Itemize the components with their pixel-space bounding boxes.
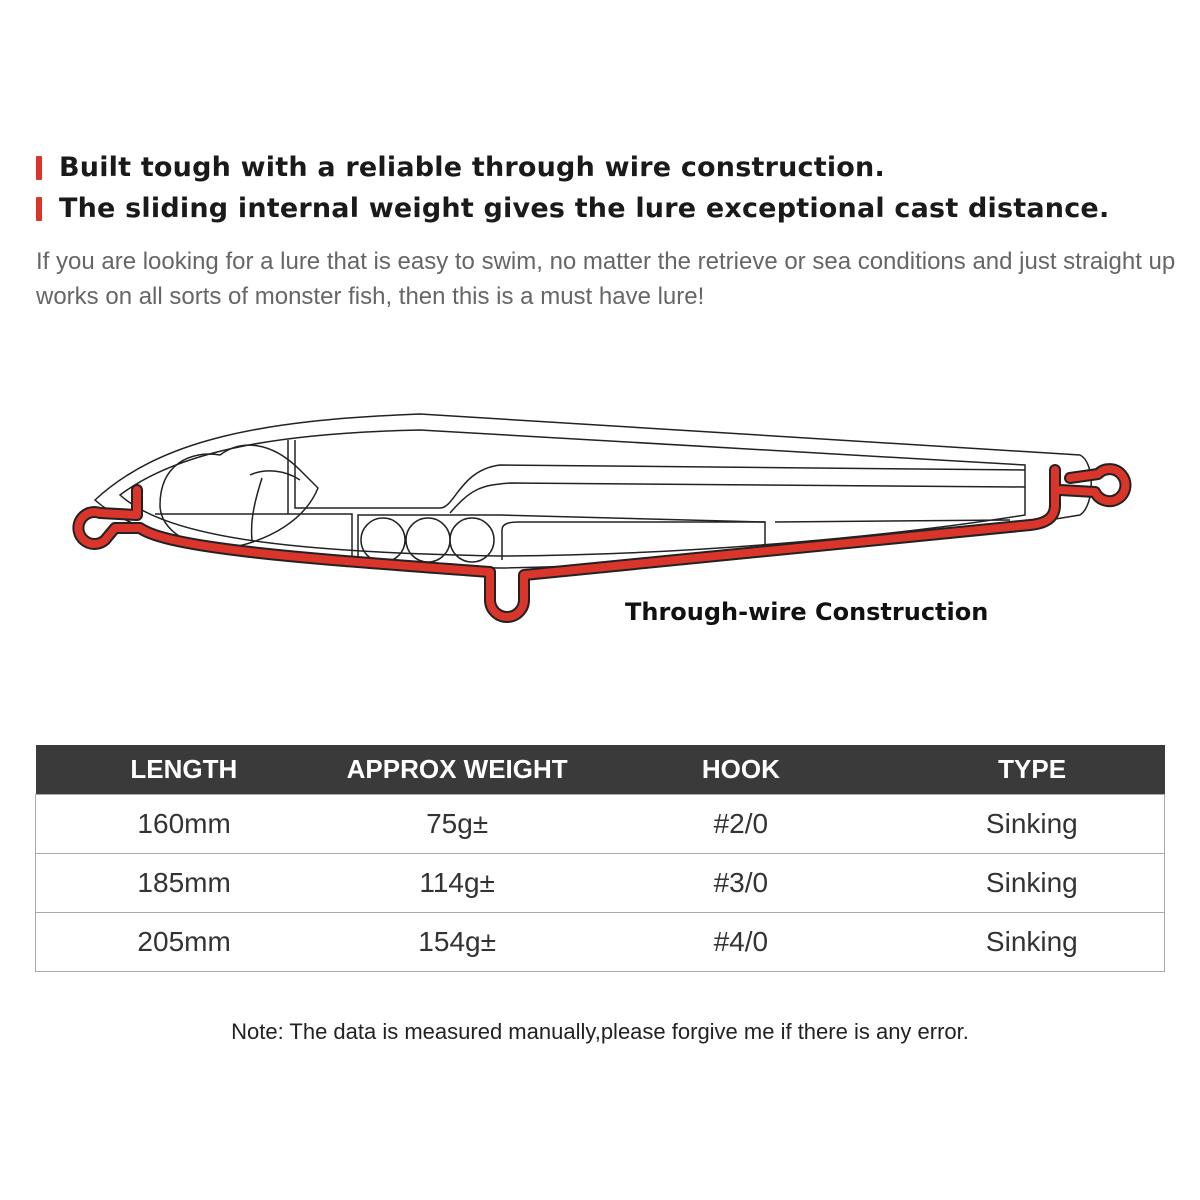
- feature-text: Built tough with a reliable through wire…: [59, 152, 885, 183]
- cell-weight: 75g±: [332, 794, 583, 854]
- cell-hook: #4/0: [582, 912, 900, 972]
- spec-table: LENGTH APPROX WEIGHT HOOK TYPE 160mm 75g…: [35, 745, 1165, 972]
- cell-hook: #3/0: [582, 853, 900, 913]
- feature-2: The sliding internal weight gives the lu…: [36, 193, 1109, 224]
- diagram-caption: Through-wire Construction: [625, 598, 989, 626]
- red-bar-icon: [36, 155, 42, 180]
- feature-text: The sliding internal weight gives the lu…: [59, 193, 1110, 224]
- red-bar-icon: [36, 196, 42, 221]
- feature-1: Built tough with a reliable through wire…: [36, 152, 885, 183]
- header-type: TYPE: [899, 745, 1165, 795]
- cell-length: 160mm: [35, 794, 333, 854]
- cell-type: Sinking: [899, 794, 1165, 854]
- cell-weight: 114g±: [332, 853, 583, 913]
- description: If you are looking for a lure that is ea…: [36, 248, 1176, 310]
- footnote: Note: The data is measured manually,plea…: [231, 1019, 969, 1044]
- header-weight: APPROX WEIGHT: [332, 745, 583, 795]
- header-length: LENGTH: [35, 745, 333, 795]
- cell-weight: 154g±: [332, 912, 583, 972]
- table-row: 185mm 114g± #3/0 Sinking: [35, 853, 1165, 913]
- cell-length: 185mm: [35, 853, 333, 913]
- cell-type: Sinking: [899, 853, 1165, 913]
- header-hook: HOOK: [582, 745, 900, 795]
- table-header: LENGTH APPROX WEIGHT HOOK TYPE: [35, 745, 1165, 795]
- through-wire: [72, 463, 1132, 623]
- lure-diagram: [72, 413, 1132, 623]
- cell-length: 205mm: [35, 912, 333, 972]
- lure-body-outline: [93, 413, 1092, 569]
- table-row: 160mm 75g± #2/0 Sinking: [35, 794, 1165, 854]
- cell-type: Sinking: [899, 912, 1165, 972]
- cell-hook: #2/0: [582, 794, 900, 854]
- table-row: 205mm 154g± #4/0 Sinking: [35, 912, 1165, 972]
